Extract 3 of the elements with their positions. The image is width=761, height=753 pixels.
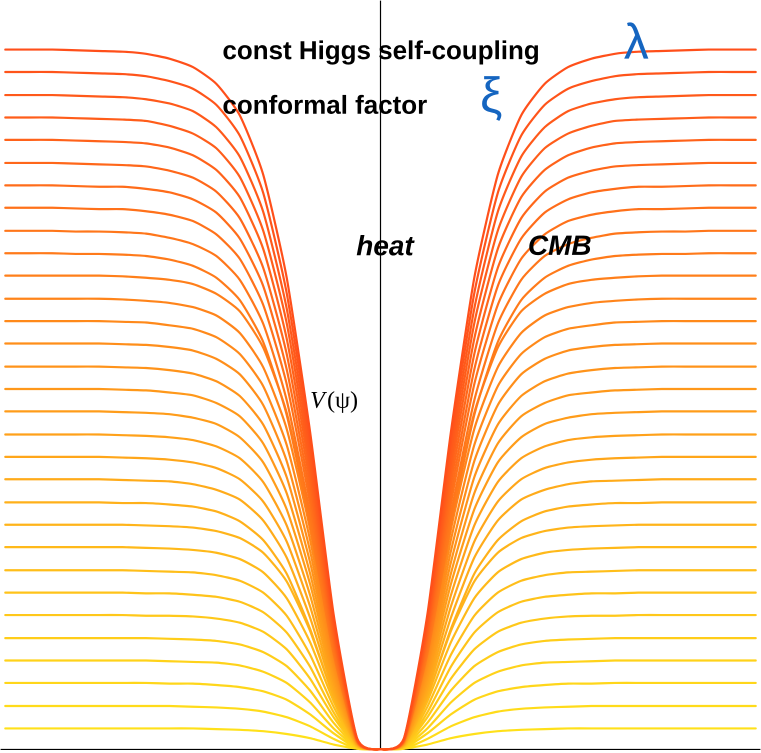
- y-axis-title: V(ψ): [311, 391, 357, 413]
- annotation: ξ: [482, 76, 502, 122]
- annotation: λ: [624, 22, 648, 59]
